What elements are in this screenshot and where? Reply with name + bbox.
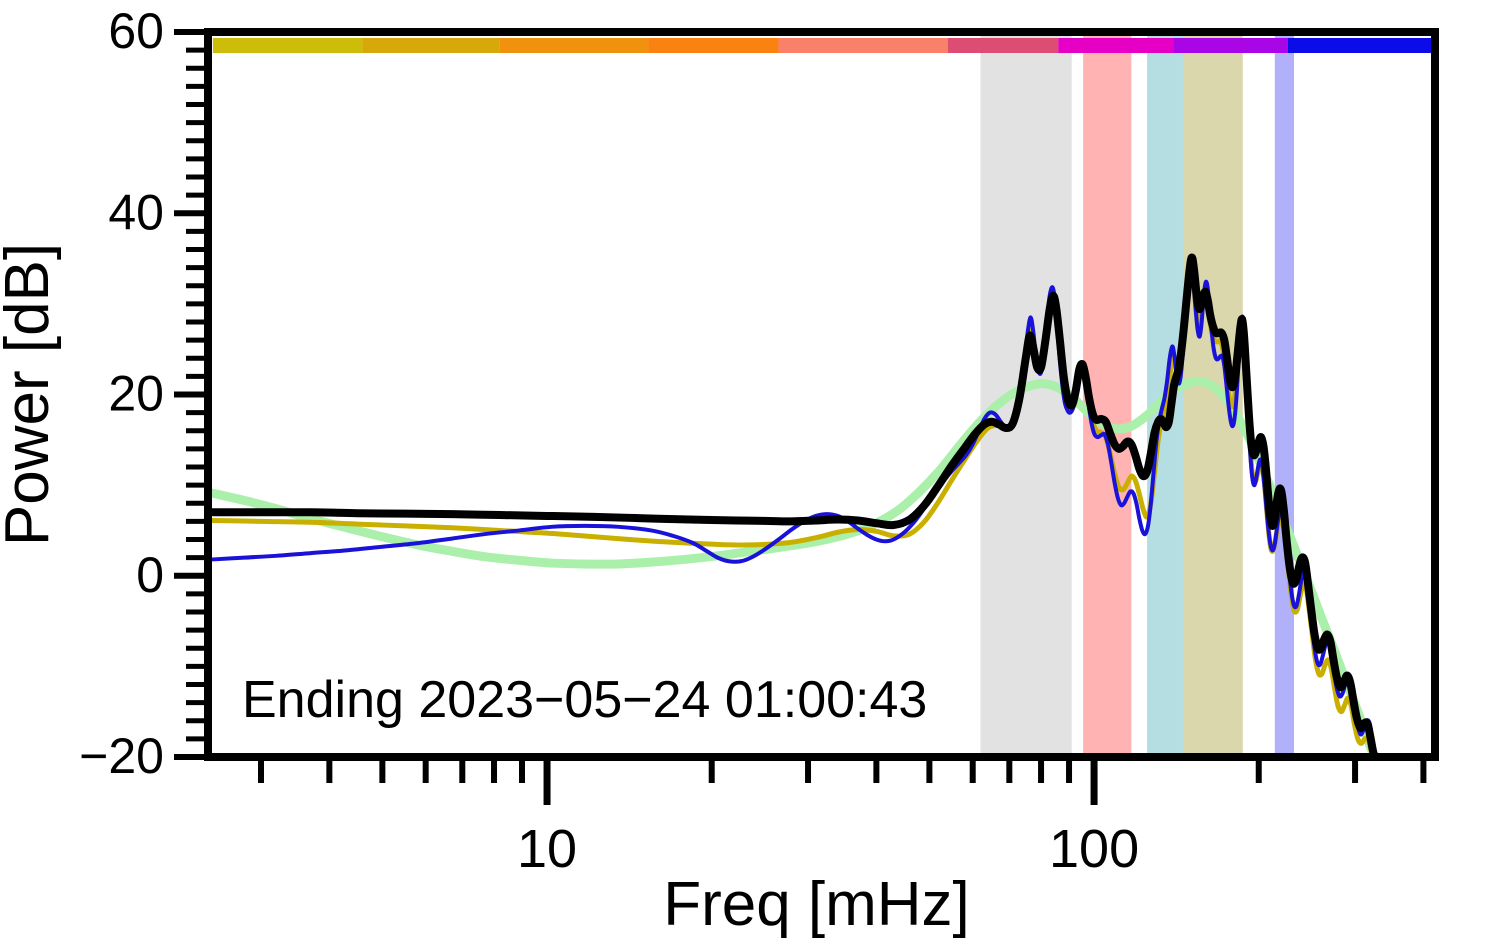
- colorbar-segment-5: [778, 38, 948, 53]
- y-axis-ticks: −20 0 20 40 60: [79, 3, 204, 784]
- data-series-group: [208, 253, 1381, 757]
- annotation-ending-timestamp: Ending 2023−05−24 01:00:43: [242, 671, 927, 729]
- y-tick-label: 0: [136, 547, 164, 603]
- top-colorbar: [212, 38, 1435, 53]
- highlight-band-purple: [1274, 36, 1294, 757]
- y-tick-label: −20: [79, 728, 164, 784]
- axes-frame: [204, 28, 1439, 761]
- x-tick-label: 10: [517, 819, 577, 879]
- y-tick-label: 20: [108, 366, 164, 422]
- colorbar-segment-3: [499, 38, 649, 53]
- colorbar-segment-8: [1174, 38, 1288, 53]
- colorbar-segment-6: [947, 38, 1059, 53]
- highlight-bands-group: [980, 36, 1294, 757]
- colorbar-segment-9: [1287, 38, 1435, 53]
- x-tick-label: 100: [1049, 819, 1139, 879]
- highlight-band-gray: [980, 36, 1072, 757]
- series-black-mean: [208, 253, 1380, 757]
- x-axis-ticks: 10 100: [258, 761, 1427, 879]
- colorbar-segment-7: [1058, 38, 1175, 53]
- colorbar-segment-1: [212, 38, 363, 53]
- y-tick-label: 40: [108, 184, 164, 240]
- x-axis-title: Freq [mHz]: [663, 870, 970, 939]
- colorbar-segment-4: [648, 38, 779, 53]
- y-axis-title: Power [dB]: [0, 243, 62, 546]
- y-tick-label: 60: [108, 3, 164, 59]
- colorbar-segment-2: [362, 38, 500, 53]
